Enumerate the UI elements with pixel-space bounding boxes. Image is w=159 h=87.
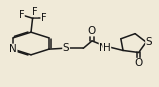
- Text: F: F: [41, 13, 47, 23]
- Text: F: F: [19, 10, 24, 20]
- Text: O: O: [135, 58, 143, 68]
- Text: S: S: [146, 37, 152, 47]
- Text: F: F: [32, 7, 38, 17]
- Text: O: O: [88, 26, 96, 36]
- Text: N: N: [9, 44, 17, 54]
- Text: N: N: [99, 43, 107, 53]
- Text: H: H: [103, 43, 111, 53]
- Text: S: S: [63, 43, 69, 53]
